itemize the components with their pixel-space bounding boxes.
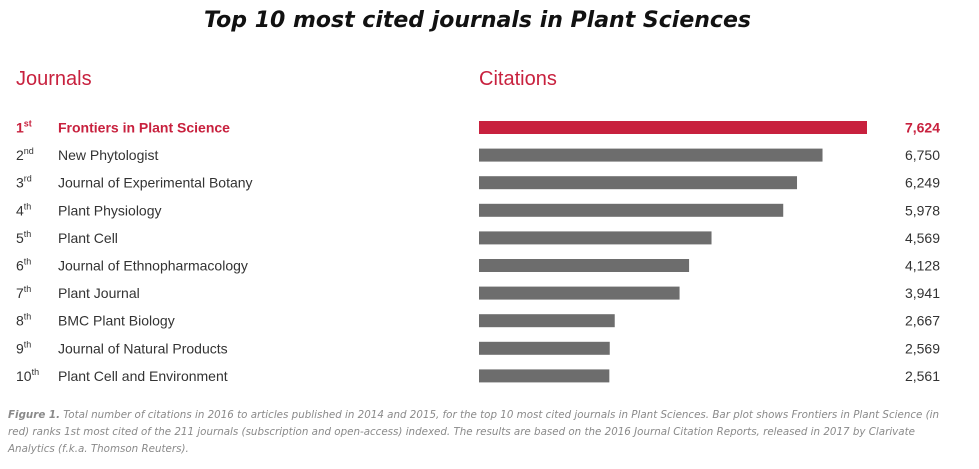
value-label: 3,941 xyxy=(905,285,940,301)
rank-label: 7th xyxy=(16,284,31,301)
caption-text: Total number of citations in 2016 to art… xyxy=(8,409,940,455)
rank-label: 8th xyxy=(16,312,31,329)
rank-label: 2nd xyxy=(16,146,34,163)
rank-label: 6th xyxy=(16,257,31,274)
citation-bar xyxy=(479,259,690,272)
value-label: 5,978 xyxy=(905,202,940,218)
figure-caption: Figure 1. Total number of citations in 2… xyxy=(8,407,958,458)
value-label: 2,569 xyxy=(905,340,940,356)
citation-bar xyxy=(479,231,712,245)
citations-header: Citations xyxy=(479,68,557,90)
journal-label: Journal of Ethnopharmacology xyxy=(58,258,248,274)
journal-label: BMC Plant Biology xyxy=(58,313,175,329)
journal-label: New Phytologist xyxy=(58,147,158,163)
citation-bar xyxy=(479,314,615,328)
journal-label: Frontiers in Plant Science xyxy=(58,120,230,136)
rank-label: 4th xyxy=(16,201,31,218)
journal-label: Journal of Experimental Botany xyxy=(58,175,253,191)
citation-bar xyxy=(479,148,823,162)
journal-label: Plant Physiology xyxy=(58,202,162,218)
rank-label: 10th xyxy=(16,367,39,384)
rank-label: 9th xyxy=(16,339,31,356)
journals-header: Journals xyxy=(16,68,92,90)
value-label: 2,561 xyxy=(905,368,940,384)
journal-label: Journal of Natural Products xyxy=(58,340,228,356)
citation-bar xyxy=(479,203,784,217)
citation-bar xyxy=(479,176,798,190)
citation-bar xyxy=(479,286,680,300)
citation-bar xyxy=(479,341,610,355)
caption-label: Figure 1. xyxy=(8,409,60,421)
rank-label: 3rd xyxy=(16,174,32,191)
journal-label: Plant Journal xyxy=(58,285,140,301)
chart-title: Top 10 most cited journals in Plant Scie… xyxy=(204,8,751,33)
citation-bar xyxy=(479,121,867,134)
bar-chart: 1st Frontiers in Plant Science 7,624 2nd New… xyxy=(16,119,940,384)
value-label: 4,569 xyxy=(905,230,940,246)
journal-label: Plant Cell and Environment xyxy=(58,368,228,384)
value-label: 6,249 xyxy=(905,175,940,191)
citation-bar xyxy=(479,369,610,383)
journal-label: Plant Cell xyxy=(58,230,118,246)
value-label: 4,128 xyxy=(905,258,940,274)
rank-label: 5th xyxy=(16,229,31,246)
value-label: 7,624 xyxy=(905,120,940,136)
value-label: 6,750 xyxy=(905,147,940,163)
rank-label: 1st xyxy=(16,119,32,136)
value-label: 2,667 xyxy=(905,313,940,329)
